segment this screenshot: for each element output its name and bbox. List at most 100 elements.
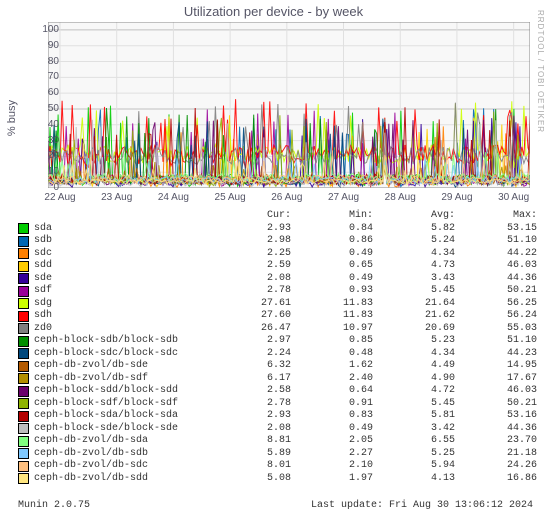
legend-row: ceph-db-zvol/db-sdb5.892.275.2521.18 (18, 448, 537, 461)
y-axis-label: % busy (6, 100, 18, 136)
legend-swatch (18, 323, 29, 334)
series-name: ceph-block-sdf/block-sdf (34, 398, 209, 411)
series-avg: 6.55 (373, 435, 455, 448)
series-cur: 6.32 (209, 360, 291, 373)
col-header-cur: Cur: (209, 210, 291, 223)
series-name: ceph-db-zvol/db-sdc (34, 460, 209, 473)
series-cur: 2.78 (209, 398, 291, 411)
series-name: ceph-db-zvol/db-sdb (34, 448, 209, 461)
series-max: 16.86 (455, 473, 537, 486)
legend-swatch (18, 336, 29, 347)
series-max: 46.03 (455, 385, 537, 398)
legend-row: sdd2.590.654.7346.03 (18, 260, 537, 273)
series-cur: 2.97 (209, 335, 291, 348)
y-tick-label: 80 (29, 56, 59, 67)
legend-row: ceph-db-zvol/db-sda8.812.056.5523.70 (18, 435, 537, 448)
series-max: 51.10 (455, 335, 537, 348)
col-header-avg: Avg: (373, 210, 455, 223)
legend-row: ceph-block-sdb/block-sdb2.970.855.2351.1… (18, 335, 537, 348)
legend-row: sdf2.780.935.4550.21 (18, 285, 537, 298)
legend-row: ceph-db-zvol/db-sdd5.081.974.1316.86 (18, 473, 537, 486)
y-tick-label: 70 (29, 71, 59, 82)
series-min: 0.84 (291, 223, 373, 236)
series-name: sdc (34, 248, 209, 261)
y-tick-label: 40 (29, 119, 59, 130)
series-cur: 8.01 (209, 460, 291, 473)
chart-canvas (48, 22, 530, 188)
footer-last-update: Last update: Fri Aug 30 13:06:12 2024 (311, 500, 533, 511)
chart-plot-area (48, 22, 530, 188)
legend-swatch (18, 373, 29, 384)
legend-row: sde2.080.493.4344.36 (18, 273, 537, 286)
legend-swatch (18, 286, 29, 297)
series-max: 21.18 (455, 448, 537, 461)
y-tick-label: 50 (29, 103, 59, 114)
series-min: 0.93 (291, 285, 373, 298)
x-tick-label: 26 Aug (271, 192, 302, 203)
y-tick-label: 10 (29, 166, 59, 177)
series-avg: 5.24 (373, 235, 455, 248)
col-header-max: Max: (455, 210, 537, 223)
series-cur: 8.81 (209, 435, 291, 448)
legend-row: ceph-block-sde/block-sde2.080.493.4244.3… (18, 423, 537, 436)
series-avg: 4.13 (373, 473, 455, 486)
series-avg: 4.49 (373, 360, 455, 373)
series-name: ceph-block-sdb/block-sdb (34, 335, 209, 348)
legend-swatch (18, 348, 29, 359)
legend-row: ceph-block-sdf/block-sdf2.780.915.4550.2… (18, 398, 537, 411)
series-name: sda (34, 223, 209, 236)
x-tick-label: 25 Aug (215, 192, 246, 203)
y-tick-label: 100 (29, 24, 59, 35)
series-cur: 5.08 (209, 473, 291, 486)
series-name: ceph-block-sda/block-sda (34, 410, 209, 423)
series-name: ceph-db-zvol/db-sdf (34, 373, 209, 386)
legend-swatch (18, 386, 29, 397)
series-cur: 27.60 (209, 310, 291, 323)
series-cur: 2.08 (209, 423, 291, 436)
series-max: 56.25 (455, 298, 537, 311)
series-cur: 2.98 (209, 235, 291, 248)
series-max: 44.22 (455, 248, 537, 261)
legend-row: ceph-db-zvol/db-sde6.321.624.4914.95 (18, 360, 537, 373)
series-max: 51.10 (455, 235, 537, 248)
legend-swatch (18, 461, 29, 472)
series-avg: 4.90 (373, 373, 455, 386)
series-name: sdg (34, 298, 209, 311)
series-name: sdd (34, 260, 209, 273)
series-name: ceph-db-zvol/db-sdd (34, 473, 209, 486)
series-cur: 2.25 (209, 248, 291, 261)
series-min: 1.62 (291, 360, 373, 373)
series-cur: 2.08 (209, 273, 291, 286)
col-header-min: Min: (291, 210, 373, 223)
legend-swatch (18, 273, 29, 284)
series-avg: 4.34 (373, 248, 455, 261)
series-avg: 4.73 (373, 260, 455, 273)
series-cur: 2.59 (209, 260, 291, 273)
legend-header: Cur: Min: Avg: Max: (18, 210, 537, 223)
series-min: 0.91 (291, 398, 373, 411)
series-min: 0.49 (291, 248, 373, 261)
series-name: zd0 (34, 323, 209, 336)
series-cur: 2.24 (209, 348, 291, 361)
series-max: 44.36 (455, 273, 537, 286)
series-cur: 2.58 (209, 385, 291, 398)
series-avg: 4.72 (373, 385, 455, 398)
series-name: ceph-block-sdc/block-sdc (34, 348, 209, 361)
legend-row: sdg27.6111.8321.6456.25 (18, 298, 537, 311)
series-max: 23.70 (455, 435, 537, 448)
legend-swatch (18, 411, 29, 422)
series-name: sde (34, 273, 209, 286)
legend-row: zd026.4710.9720.6955.03 (18, 323, 537, 336)
series-cur: 2.78 (209, 285, 291, 298)
x-tick-label: 22 Aug (44, 192, 75, 203)
series-max: 53.16 (455, 410, 537, 423)
series-cur: 6.17 (209, 373, 291, 386)
legend-row: ceph-db-zvol/db-sdf6.172.404.9017.67 (18, 373, 537, 386)
series-max: 56.24 (455, 310, 537, 323)
series-avg: 5.45 (373, 398, 455, 411)
series-cur: 5.89 (209, 448, 291, 461)
series-max: 55.03 (455, 323, 537, 336)
legend-swatch (18, 261, 29, 272)
series-avg: 3.43 (373, 273, 455, 286)
series-min: 2.27 (291, 448, 373, 461)
